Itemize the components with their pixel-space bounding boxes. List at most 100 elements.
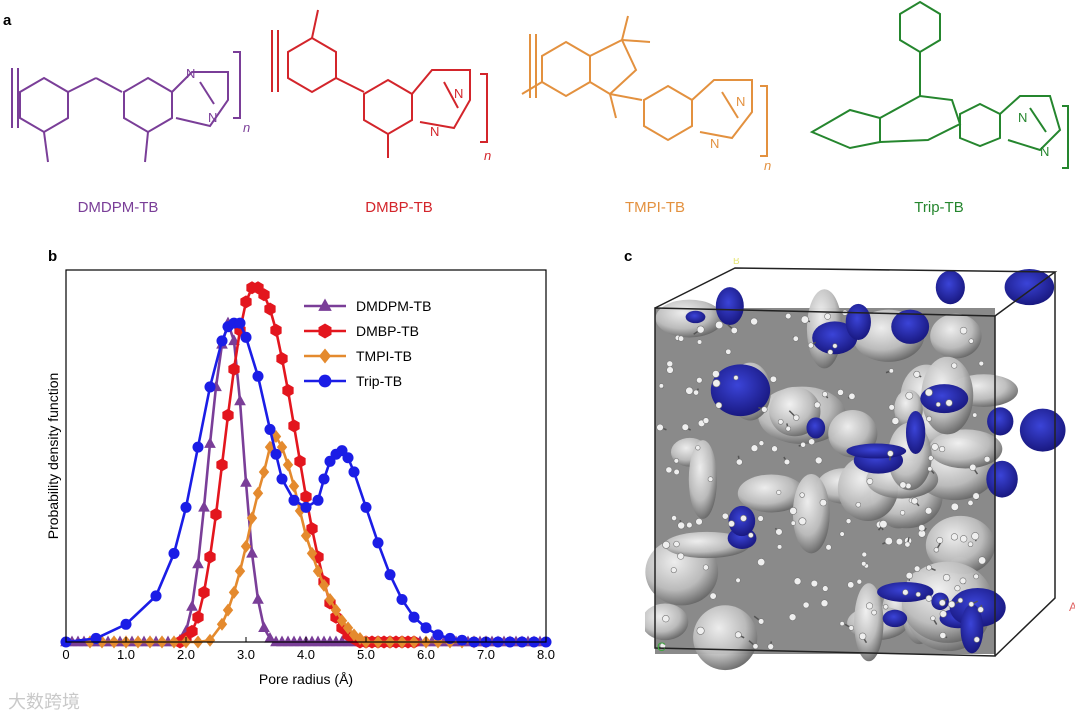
data-point-trip-tb <box>318 473 330 485</box>
data-point-dmdpm-tb <box>252 592 264 604</box>
nitrogen-label: N <box>186 66 195 81</box>
atom <box>972 492 980 500</box>
data-point-tmpi-tb <box>288 479 300 493</box>
atom <box>761 406 768 413</box>
atom <box>904 541 911 548</box>
legend-label: Trip-TB <box>356 373 402 389</box>
legend-label: TMPI-TB <box>356 348 412 364</box>
atom <box>789 507 798 515</box>
atom <box>948 600 956 608</box>
atom <box>936 536 944 544</box>
atom <box>702 417 710 424</box>
pore-surface-blue <box>715 287 744 326</box>
atom <box>696 339 703 345</box>
atom <box>656 423 664 432</box>
atom <box>968 601 975 608</box>
atom <box>977 606 984 613</box>
panel-label-c: c <box>624 248 633 265</box>
atom <box>951 362 958 369</box>
atom <box>939 445 946 453</box>
atom <box>928 455 934 461</box>
data-point-trip-tb <box>150 590 162 602</box>
pore-surface-blue <box>806 417 826 439</box>
data-point-tmpi-tb <box>306 546 318 560</box>
legend-marker <box>318 323 332 339</box>
pore-surface-blue <box>845 303 871 341</box>
atom <box>757 515 764 522</box>
atom <box>939 631 947 639</box>
atom <box>971 532 980 541</box>
atom <box>671 515 677 521</box>
repeat-n-dmbp: n <box>484 148 491 163</box>
pore-radius-chart: 0 1.0 2.0 3.0 4.0 5.0 6.0 7.0 8.0 Pore radius (Å)… <box>45 269 555 687</box>
data-point-dmbp-tb <box>276 352 288 366</box>
atom <box>954 585 961 592</box>
atom <box>950 533 959 541</box>
data-point-trip-tb <box>120 618 132 630</box>
atom <box>735 577 741 583</box>
atom <box>969 463 977 471</box>
atom <box>750 317 758 326</box>
pore-surface-blue <box>987 407 1014 436</box>
data-point-trip-tb <box>348 466 360 478</box>
nitrogen-label: N <box>430 124 439 139</box>
atom <box>696 325 705 334</box>
data-point-dmbp-tb <box>270 323 282 337</box>
atom <box>861 551 868 558</box>
nitrogen-label: N <box>208 110 217 125</box>
data-point-trip-tb <box>90 632 102 644</box>
data-point-trip-tb <box>192 441 204 453</box>
atom <box>924 388 933 397</box>
atom <box>839 531 845 537</box>
atom <box>950 502 959 511</box>
atom <box>933 547 940 553</box>
x-axis-label: Pore radius (Å) <box>259 671 353 687</box>
data-point-dmdpm-tb <box>258 621 270 633</box>
data-point-tmpi-tb <box>240 539 252 553</box>
atom <box>777 418 784 425</box>
plot-frame <box>65 269 547 643</box>
atom <box>827 349 834 356</box>
atom <box>808 438 815 446</box>
atom <box>734 631 742 639</box>
data-point-trip-tb <box>408 611 420 623</box>
pore-surface-gray <box>737 474 806 513</box>
atom <box>758 618 765 625</box>
atom <box>662 615 670 623</box>
atom <box>935 401 941 407</box>
atom <box>666 366 674 374</box>
atom <box>677 521 686 530</box>
atom <box>711 370 720 378</box>
atom <box>785 425 791 432</box>
atom <box>905 391 914 400</box>
atom <box>925 564 932 571</box>
pore-surface-blue <box>935 270 965 305</box>
atom <box>793 577 802 586</box>
atom <box>785 312 792 320</box>
nitrogen-label: N <box>736 94 745 109</box>
atom <box>685 386 694 395</box>
series-line-trip-tb <box>65 321 546 644</box>
atom <box>733 375 739 381</box>
atom <box>924 507 933 515</box>
atom <box>847 581 855 589</box>
atom <box>677 552 685 560</box>
pore-surface-blue <box>1019 408 1066 452</box>
atom <box>822 585 829 592</box>
data-point-dmdpm-tb <box>234 394 246 406</box>
atom <box>884 536 893 546</box>
atom <box>883 604 889 610</box>
data-point-dmbp-tb <box>228 362 240 376</box>
data-point-trip-tb <box>204 381 216 393</box>
data-point-dmbp-tb <box>186 624 198 638</box>
atom <box>767 643 774 650</box>
x-tick-label: 5.0 <box>357 647 375 662</box>
atom <box>730 326 738 334</box>
atom <box>712 379 721 388</box>
atom <box>752 643 759 650</box>
atom <box>959 577 967 585</box>
atom <box>750 444 759 452</box>
atom <box>775 528 783 536</box>
data-point-tmpi-tb <box>204 633 216 647</box>
atom <box>861 561 867 567</box>
